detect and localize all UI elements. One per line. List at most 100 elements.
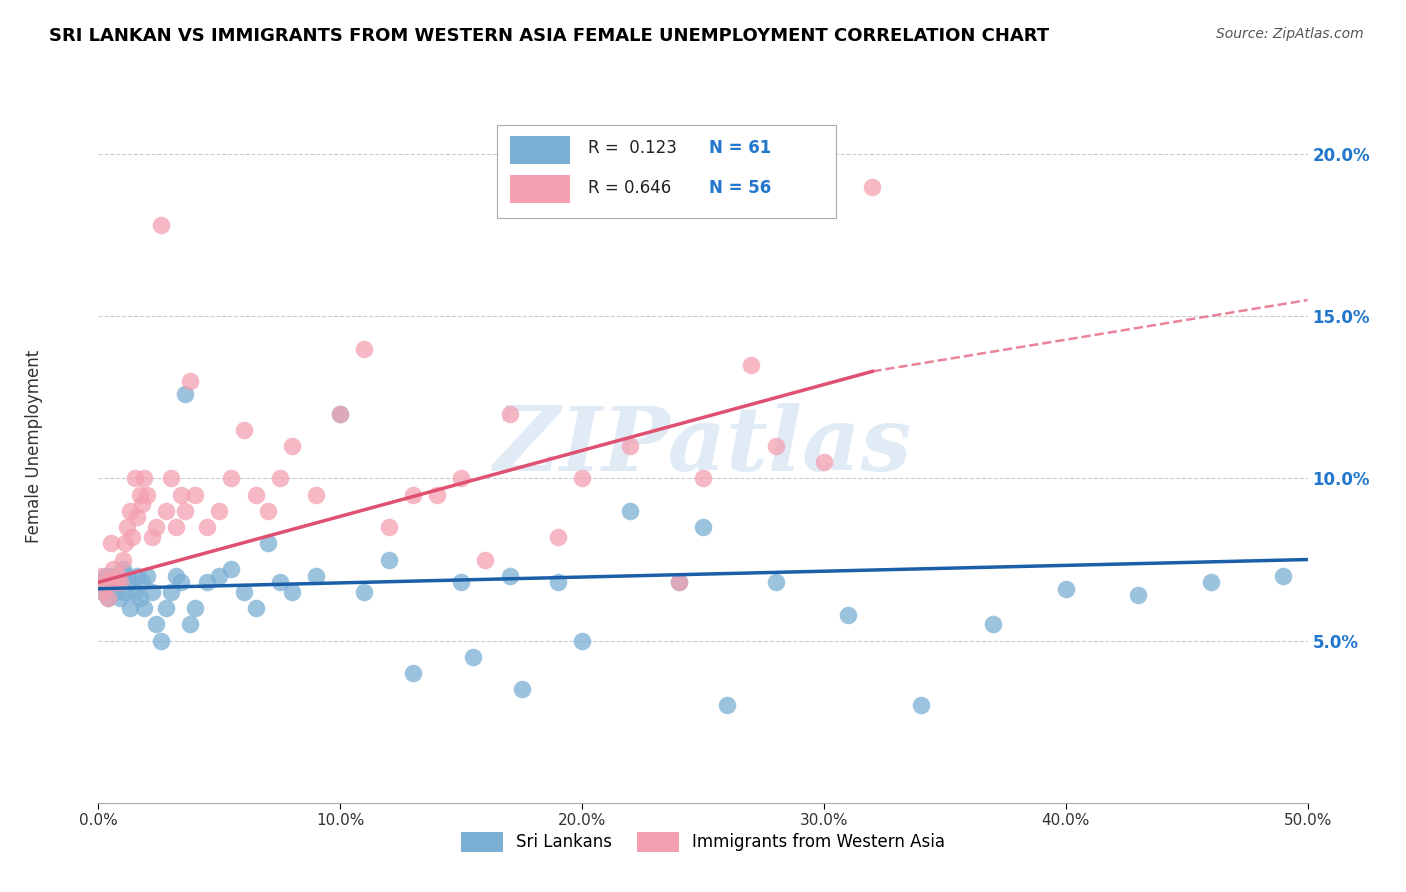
Point bbox=[141, 585, 163, 599]
Point bbox=[174, 387, 197, 401]
Point bbox=[97, 591, 120, 606]
Point bbox=[128, 591, 150, 606]
Point bbox=[245, 601, 267, 615]
Point bbox=[571, 471, 593, 485]
Point bbox=[179, 374, 201, 388]
Text: N = 61: N = 61 bbox=[709, 139, 772, 157]
Point bbox=[107, 575, 129, 590]
Point bbox=[131, 497, 153, 511]
Point bbox=[131, 575, 153, 590]
Point bbox=[498, 407, 520, 421]
Point bbox=[101, 562, 124, 576]
Point bbox=[498, 568, 520, 582]
Point bbox=[91, 585, 114, 599]
Point bbox=[232, 585, 254, 599]
Point bbox=[256, 536, 278, 550]
Text: R =  0.123: R = 0.123 bbox=[588, 139, 678, 157]
Point bbox=[141, 530, 163, 544]
Point bbox=[179, 617, 201, 632]
Point bbox=[114, 536, 136, 550]
Point bbox=[155, 601, 177, 615]
Point bbox=[269, 471, 291, 485]
Point bbox=[145, 617, 167, 632]
Point bbox=[377, 520, 399, 534]
Point bbox=[114, 585, 136, 599]
Point bbox=[145, 520, 167, 534]
Point bbox=[1128, 588, 1150, 602]
Point bbox=[118, 504, 141, 518]
Point bbox=[90, 568, 112, 582]
Point bbox=[134, 601, 156, 615]
Point bbox=[108, 575, 131, 590]
Point bbox=[765, 439, 787, 453]
Point bbox=[692, 520, 714, 534]
Point bbox=[135, 488, 157, 502]
Point bbox=[117, 520, 139, 534]
Point bbox=[305, 488, 328, 502]
Text: Source: ZipAtlas.com: Source: ZipAtlas.com bbox=[1216, 27, 1364, 41]
Point bbox=[221, 471, 243, 485]
Point bbox=[91, 585, 114, 599]
Point bbox=[94, 568, 117, 582]
Point bbox=[305, 568, 328, 582]
Point bbox=[111, 562, 134, 576]
Point bbox=[150, 633, 173, 648]
Point bbox=[94, 575, 117, 590]
Point bbox=[107, 568, 129, 582]
Point bbox=[281, 585, 304, 599]
Point bbox=[208, 568, 231, 582]
Point bbox=[165, 520, 187, 534]
Text: N = 56: N = 56 bbox=[709, 178, 772, 196]
Point bbox=[169, 488, 191, 502]
Point bbox=[117, 568, 139, 582]
Point bbox=[121, 530, 143, 544]
Point bbox=[124, 471, 146, 485]
Point bbox=[765, 575, 787, 590]
Text: ZIPatlas: ZIPatlas bbox=[495, 403, 911, 489]
Point bbox=[1054, 582, 1077, 596]
Point bbox=[510, 682, 533, 697]
Point bbox=[353, 342, 375, 356]
Point bbox=[184, 601, 207, 615]
Point bbox=[716, 698, 738, 713]
Point bbox=[329, 407, 352, 421]
Point bbox=[160, 585, 183, 599]
Point bbox=[97, 591, 120, 606]
Point bbox=[104, 585, 127, 599]
Point bbox=[329, 407, 352, 421]
Point bbox=[692, 471, 714, 485]
Text: SRI LANKAN VS IMMIGRANTS FROM WESTERN ASIA FEMALE UNEMPLOYMENT CORRELATION CHART: SRI LANKAN VS IMMIGRANTS FROM WESTERN AS… bbox=[49, 27, 1049, 45]
Point bbox=[426, 488, 449, 502]
Point bbox=[155, 504, 177, 518]
Point bbox=[165, 568, 187, 582]
Point bbox=[90, 575, 112, 590]
Point bbox=[104, 575, 127, 590]
Point bbox=[353, 585, 375, 599]
Point bbox=[108, 591, 131, 606]
Point bbox=[547, 575, 569, 590]
Point bbox=[221, 562, 243, 576]
Point bbox=[619, 504, 641, 518]
Point bbox=[256, 504, 278, 518]
Point bbox=[208, 504, 231, 518]
Point bbox=[174, 504, 197, 518]
Point bbox=[571, 633, 593, 648]
Point bbox=[474, 552, 496, 566]
Bar bbox=[509, 136, 569, 164]
Point bbox=[619, 439, 641, 453]
Text: R = 0.646: R = 0.646 bbox=[588, 178, 672, 196]
Point bbox=[402, 666, 425, 681]
Point bbox=[111, 552, 134, 566]
Point bbox=[1272, 568, 1295, 582]
Point bbox=[668, 575, 690, 590]
Point bbox=[281, 439, 304, 453]
Point bbox=[450, 575, 472, 590]
Point bbox=[127, 510, 149, 524]
Point bbox=[195, 575, 218, 590]
Point bbox=[101, 568, 124, 582]
Point bbox=[134, 471, 156, 485]
Point bbox=[245, 488, 267, 502]
Point bbox=[128, 488, 150, 502]
Point bbox=[118, 601, 141, 615]
Point bbox=[100, 578, 122, 592]
